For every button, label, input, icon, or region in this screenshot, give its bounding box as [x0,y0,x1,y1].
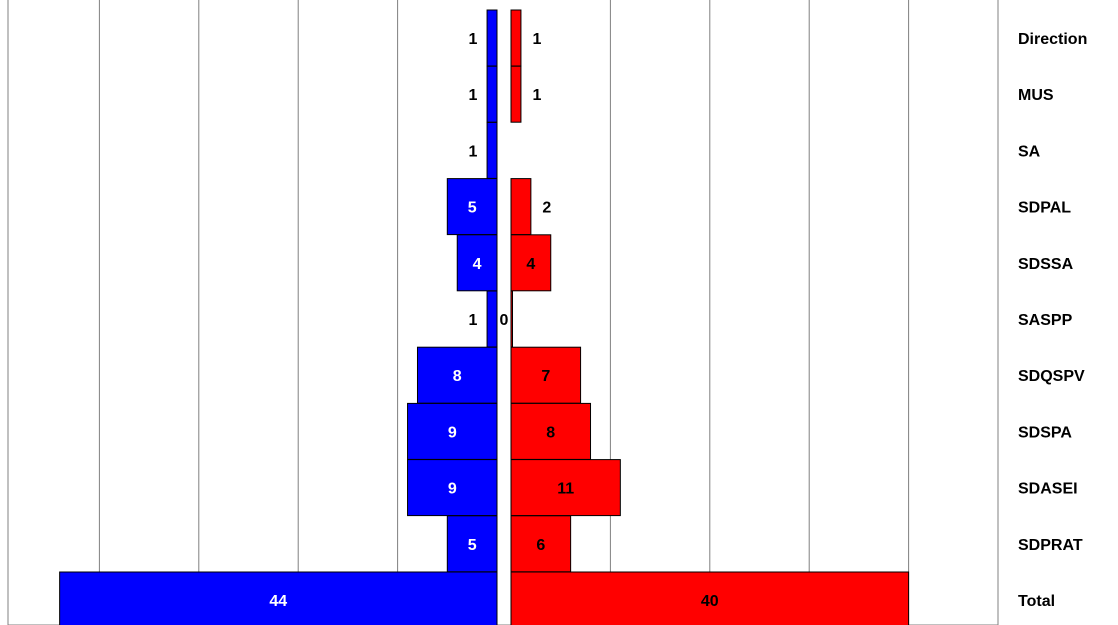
data-label-left-sdspa: 9 [448,424,457,441]
data-label-right-direction: 1 [532,31,541,48]
bar-left-mus [486,65,498,123]
bar-left-direction [486,9,498,67]
bar-left-sdprat [446,515,498,573]
data-label-left-sdssa: 4 [473,256,482,273]
category-label-sdprat: SDPRAT [1018,537,1083,554]
bar-right-mus [510,65,522,123]
bar-left-sdspa [407,402,498,460]
category-label-total: Total [1018,593,1055,610]
bar-left-sdssa [456,234,498,292]
chart-category-labels: Direction MUS SA SDPAL SDSSA SASPP SDQSPV SDSPA… [1018,31,1087,610]
chart-bars [59,9,910,625]
bar-left-sdasei [407,459,498,517]
bar-right-total [510,571,910,625]
bar-right-saspp [510,290,513,348]
chart-gridlines [7,0,999,625]
data-label-left-sdpal: 5 [468,200,477,217]
bar-left-total [59,571,498,625]
bar-right-sdssa [510,234,552,292]
data-label-left-mus: 1 [469,87,478,104]
chart-data-labels: 1 11 115 24 41 08 79 89 115 644 40 [269,31,718,610]
category-label-sdpal: SDPAL [1018,200,1071,217]
category-label-mus: MUS [1018,87,1054,104]
category-label-saspp: SASPP [1018,312,1073,329]
data-label-right-total: 40 [701,593,719,610]
category-label-sdqspv: SDQSPV [1018,368,1085,385]
bar-right-sdasei [510,459,621,517]
bar-left-sa [486,121,498,179]
data-label-left-sdqspv: 8 [453,368,462,385]
data-label-left-sa: 1 [469,143,478,160]
data-label-right-sdasei: 11 [557,481,574,498]
category-label-sdasei: SDASEI [1018,481,1078,498]
bar-right-sdpal [510,178,532,236]
bar-left-sdqspv [416,346,498,404]
data-label-right-mus: 1 [532,87,541,104]
data-label-right-sdqspv: 7 [541,368,550,385]
bar-right-direction [510,9,522,67]
category-label-direction: Direction [1018,31,1087,48]
bar-left-sdpal [446,178,498,236]
data-label-right-sdssa: 4 [526,256,535,273]
plot-area-border [7,0,999,625]
data-label-left-saspp: 1 [469,312,478,329]
data-label-left-sdprat: 5 [468,537,477,554]
data-label-left-sdasei: 9 [448,481,457,498]
bar-left-saspp [486,290,498,348]
data-label-right-sdpal: 2 [542,200,551,217]
data-label-right-sdprat: 6 [536,537,545,554]
category-label-sa: SA [1018,143,1041,160]
category-label-sdssa: SDSSA [1018,256,1074,273]
data-label-right-saspp: 0 [500,312,509,329]
data-label-left-total: 44 [269,593,287,610]
category-label-sdspa: SDSPA [1018,424,1072,441]
data-label-left-direction: 1 [469,31,478,48]
data-label-right-sdspa: 8 [546,424,555,441]
